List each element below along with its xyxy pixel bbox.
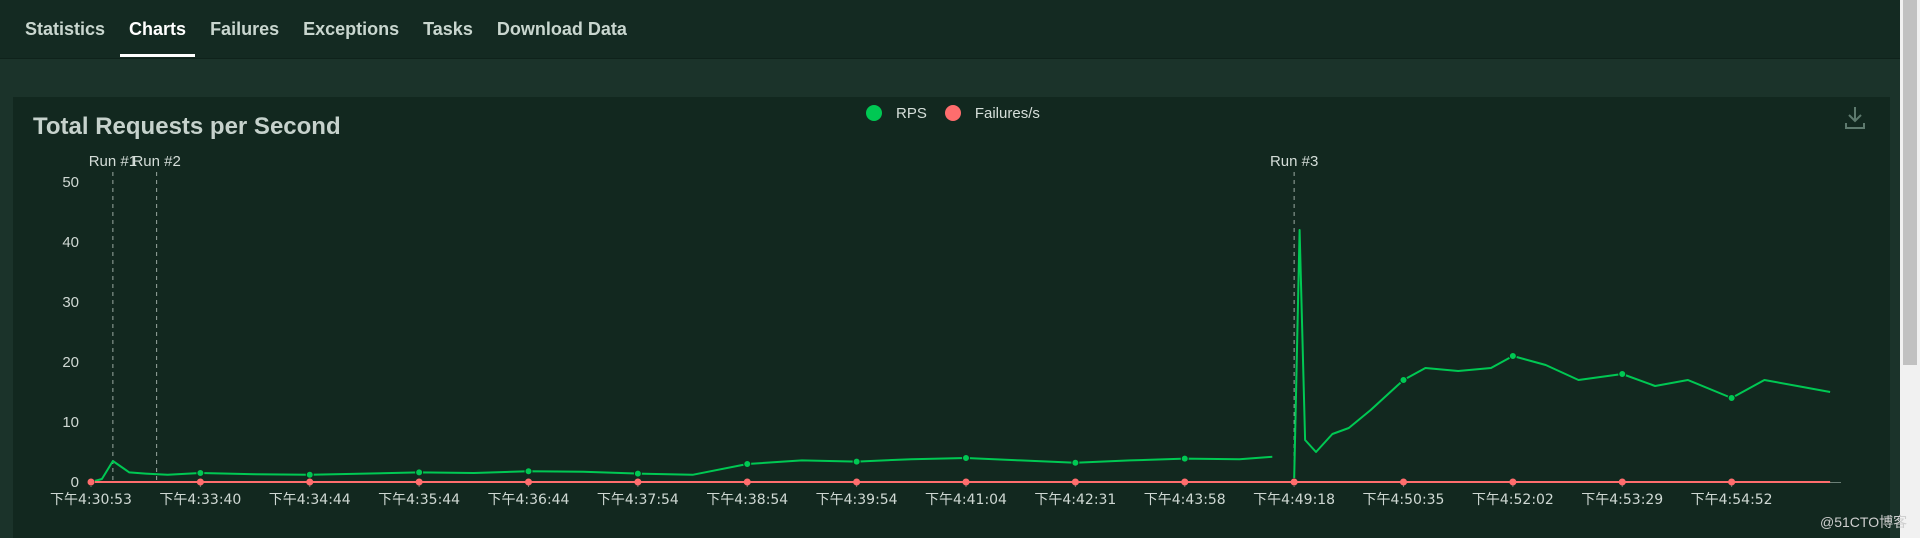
x-tick-label: 下午4:43:58 bbox=[1144, 492, 1226, 508]
download-icon[interactable] bbox=[1844, 105, 1866, 131]
rps-point bbox=[1071, 458, 1080, 467]
x-tick-label: 下午4:33:40 bbox=[159, 492, 241, 508]
watermark: @51CTO博客 bbox=[1820, 514, 1908, 530]
rps-point bbox=[962, 454, 970, 462]
tab-statistics[interactable]: Statistics bbox=[25, 19, 106, 39]
legend-dot-rps bbox=[866, 105, 882, 121]
x-tick-label: 下午4:37:54 bbox=[597, 492, 679, 508]
tab-bar: Statistics Charts Failures Exceptions Ta… bbox=[0, 0, 1900, 59]
failures-point bbox=[525, 478, 532, 486]
failures-point bbox=[1728, 478, 1736, 486]
x-tick-label: 下午4:34:44 bbox=[269, 492, 351, 508]
failures-point bbox=[87, 478, 95, 486]
x-tick-label: 下午4:50:35 bbox=[1363, 492, 1445, 508]
rps-point bbox=[1180, 454, 1189, 463]
top-navigation: Statistics Charts Failures Exceptions Ta… bbox=[0, 0, 1900, 59]
chart-legend: RPS Failures/s bbox=[866, 101, 1058, 125]
y-tick-label: 20 bbox=[62, 354, 79, 371]
failures-point bbox=[853, 478, 861, 486]
tab-charts[interactable]: Charts bbox=[117, 0, 198, 59]
failures-point bbox=[196, 478, 204, 486]
failures-point bbox=[743, 478, 751, 486]
rps-point bbox=[524, 467, 533, 476]
rps-point bbox=[1727, 394, 1736, 402]
tab-download-data[interactable]: Download Data bbox=[496, 19, 627, 39]
x-tick-label: 下午4:52:02 bbox=[1472, 492, 1554, 508]
rps-point bbox=[1618, 370, 1627, 378]
legend-item-failures[interactable]: Failures/s bbox=[944, 104, 1040, 122]
run-marker-label: Run #1 bbox=[89, 153, 137, 170]
x-tick-label: 下午4:49:18 bbox=[1253, 492, 1335, 508]
x-tick-label: 下午4:53:29 bbox=[1581, 492, 1663, 508]
rps-series-line bbox=[90, 455, 1273, 483]
scrollbar-thumb[interactable] bbox=[1903, 0, 1917, 365]
failures-point bbox=[1181, 478, 1189, 486]
chart-plot: 0 10 20 30 40 50 下午4:30:53 下午4:33:40 下午4:34:44 下午… bbox=[50, 153, 1841, 508]
rps-point bbox=[1399, 376, 1408, 384]
x-tick-label: 下午4:42:31 bbox=[1034, 492, 1116, 508]
y-tick-label: 50 bbox=[62, 174, 79, 191]
rps-point bbox=[196, 469, 205, 477]
failures-point bbox=[634, 478, 642, 486]
rps-point bbox=[305, 470, 314, 479]
y-tick-label: 0 bbox=[71, 474, 79, 491]
rps-series-line bbox=[1293, 229, 1831, 483]
failures-point bbox=[1400, 478, 1407, 486]
tab-tasks[interactable]: Tasks bbox=[423, 19, 473, 39]
run-marker-label: Run #3 bbox=[1270, 153, 1318, 170]
failures-point bbox=[1071, 478, 1079, 486]
legend-label-rps: RPS bbox=[896, 104, 927, 122]
y-tick-label: 40 bbox=[62, 234, 79, 251]
x-tick-label: 下午4:41:04 bbox=[925, 492, 1007, 508]
y-tick-label: 30 bbox=[62, 294, 79, 311]
legend-label-failures: Failures/s bbox=[974, 104, 1040, 122]
failures-point bbox=[1509, 478, 1517, 486]
x-tick-label: 下午4:38:54 bbox=[706, 492, 788, 508]
x-tick-label: 下午4:36:44 bbox=[488, 492, 570, 508]
rps-point bbox=[852, 457, 861, 466]
failures-point bbox=[306, 478, 314, 486]
x-tick-label: 下午4:35:44 bbox=[378, 492, 460, 508]
legend-item-rps[interactable]: RPS bbox=[866, 105, 927, 122]
chart-panel: Total Requests per Second RPS Failures/s… bbox=[13, 97, 1890, 538]
failures-point bbox=[1290, 478, 1298, 486]
failures-point bbox=[962, 478, 970, 486]
rps-point bbox=[633, 469, 642, 478]
x-tick-label: 下午4:54:52 bbox=[1691, 492, 1773, 508]
rps-point bbox=[1508, 352, 1517, 360]
x-tick-label: 下午4:39:54 bbox=[816, 492, 898, 508]
y-tick-label: 10 bbox=[62, 414, 79, 431]
vertical-scrollbar[interactable] bbox=[1900, 0, 1920, 538]
x-tick-label: 下午4:30:53 bbox=[50, 492, 132, 508]
tab-failures[interactable]: Failures bbox=[210, 19, 280, 39]
failures-point bbox=[1618, 478, 1626, 486]
rps-point bbox=[743, 460, 752, 468]
run-marker-label: Run #2 bbox=[132, 153, 180, 170]
tab-exceptions[interactable]: Exceptions bbox=[303, 19, 400, 39]
rps-point bbox=[415, 468, 424, 477]
legend-dot-failures bbox=[944, 105, 961, 121]
chart-title: Total Requests per Second bbox=[33, 113, 341, 140]
failures-point bbox=[415, 478, 423, 486]
